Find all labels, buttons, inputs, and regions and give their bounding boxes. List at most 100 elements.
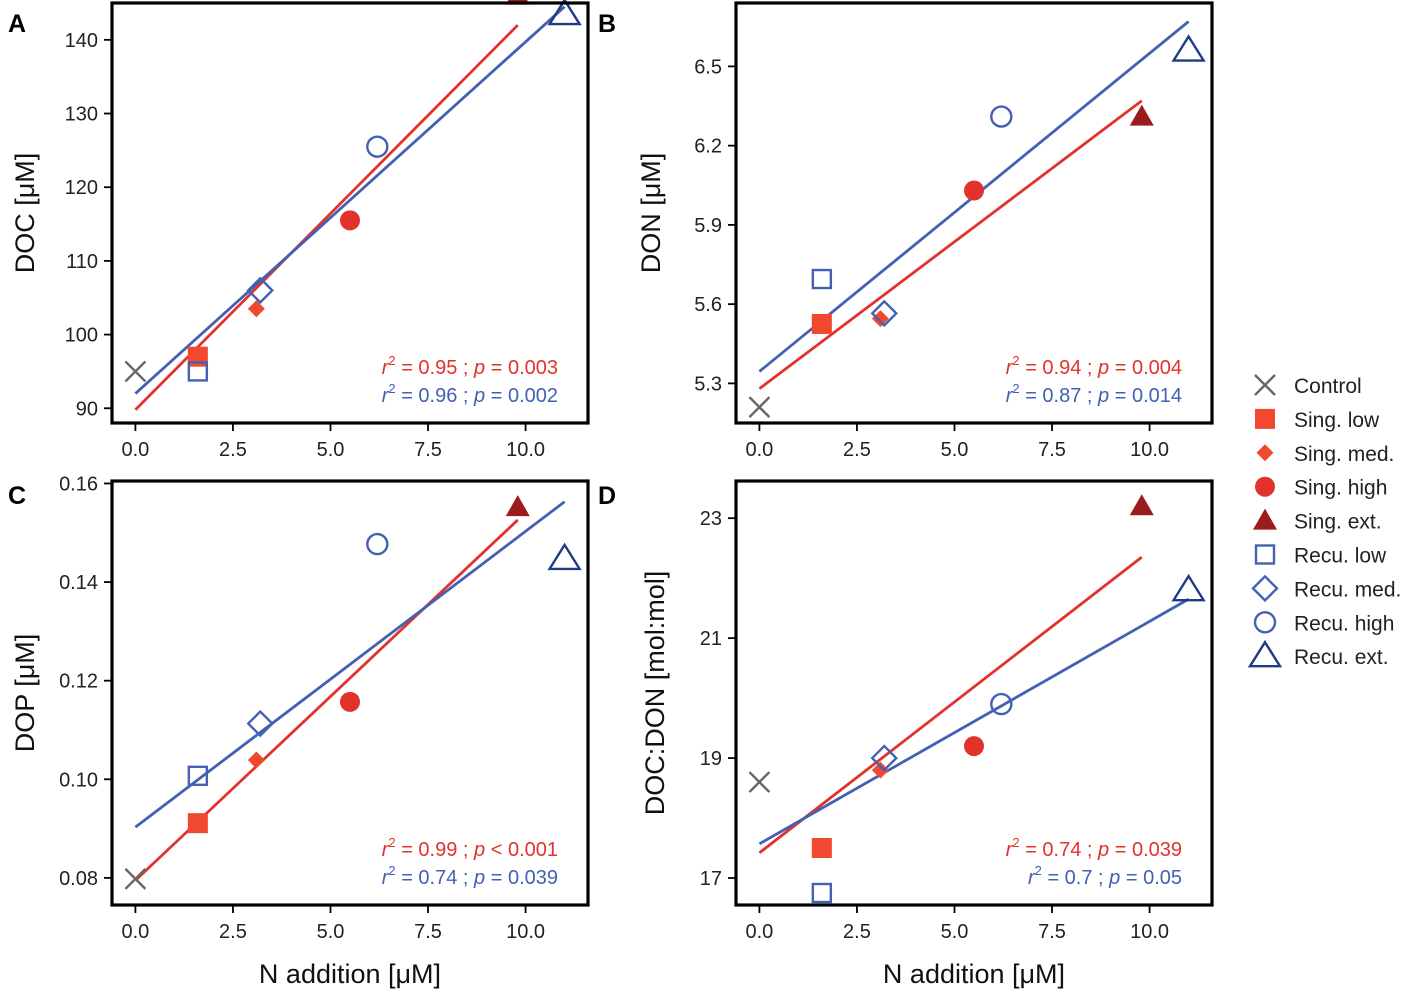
panel-c-point-sing-med: [247, 751, 265, 769]
panel-c-x-tick-label: 10.0: [506, 921, 545, 943]
panel-c-point-recu-ext: [547, 542, 582, 571]
panel-d-point-sing-med: [871, 761, 889, 779]
panel-d-point-recu-high: [990, 692, 1013, 716]
legend-label-control: Control: [1294, 375, 1362, 398]
panel-d-y-tick-label: 17: [700, 868, 722, 890]
panel-c-x-tick-label: 7.5: [414, 921, 442, 943]
panel-a-y-tick-label: 90: [76, 398, 98, 420]
panel-c-letter: C: [8, 482, 26, 510]
panel-c-y-tick-label: 0.16: [59, 473, 98, 495]
panel-c-fit-line-recu: [134, 500, 566, 829]
panel-a-frame: [110, 1, 590, 425]
panel-a-fit-line-sing: [134, 24, 519, 411]
legend-marker-control: [1254, 374, 1276, 396]
legend-marker-recu-ext: [1247, 639, 1283, 668]
legend-marker-sing-low: [1255, 408, 1275, 429]
panel-b-point-recu-high: [990, 105, 1013, 128]
legend-marker-recu-high: [1253, 611, 1277, 634]
panel-d-y-tick-label: 21: [700, 628, 722, 650]
legend-label-recu-med: Recu. med.: [1294, 578, 1401, 601]
panel-b-letter: B: [598, 10, 616, 38]
panel-d-x-tick-label: 2.5: [843, 921, 871, 943]
panel-a-x-tick-label: 0.0: [122, 439, 150, 461]
legend-marker-sing-med: [1256, 444, 1274, 462]
panel-c-point-sing-low: [187, 813, 208, 834]
panel-a-y-tick-label: 110: [66, 251, 98, 273]
panel-a-x-tick-label: 7.5: [414, 439, 442, 461]
panel-d-point-sing-ext: [1129, 494, 1154, 516]
panel-c-x-tick-label: 0.0: [122, 921, 150, 943]
panel-b-point-control: [748, 396, 771, 418]
panel-c-stats-recu: r2 = 0.74 ; p = 0.039: [382, 863, 558, 889]
panel-d-y-tick-label: 19: [700, 748, 722, 770]
legend-label-recu-high: Recu. high: [1294, 612, 1394, 635]
panel-d-fit-line-recu: [758, 597, 1190, 846]
panel-b-x-tick-label: 0.0: [746, 439, 774, 461]
legend-marker-recu-med: [1251, 574, 1279, 603]
panel-b-y-axis-label: DON [μM]: [636, 153, 666, 274]
panel-d-point-sing-low: [811, 838, 832, 859]
panel-a-point-control: [124, 360, 147, 383]
panel-b-point-sing-high: [964, 180, 984, 201]
panel-c-stats-sing: r2 = 0.99 ; p < 0.001: [382, 835, 558, 861]
panel-b-point-recu-low: [811, 268, 833, 290]
panel-a-y-axis-label: DOC [μM]: [10, 153, 40, 274]
panel-d-x-axis-label: N addition [μM]: [883, 959, 1065, 989]
legend-item-control: Control: [1254, 374, 1362, 398]
panel-d-frame: [734, 479, 1214, 907]
legend-item-sing-low: Sing. low: [1255, 408, 1380, 432]
legend-marker-sing-high: [1255, 476, 1275, 497]
legend-label-sing-ext: Sing. ext.: [1294, 511, 1382, 534]
panel-c-y-tick-label: 0.10: [59, 769, 98, 791]
legend-marker-recu-low: [1254, 544, 1276, 565]
panel-b-point-recu-ext: [1171, 34, 1206, 62]
panel-a-point-sing-high: [340, 210, 360, 231]
legend-item-sing-ext: Sing. ext.: [1253, 508, 1382, 534]
panel-d-x-tick-label: 5.0: [941, 921, 969, 943]
panel-c-frame: [110, 479, 590, 907]
panel-b-y-tick-label: 5.3: [694, 373, 722, 395]
panel-b-x-tick-label: 5.0: [941, 439, 969, 461]
panel-a-x-tick-label: 10.0: [506, 439, 545, 461]
panel-d-fit-line-sing: [758, 556, 1143, 854]
panel-b-point-sing-low: [811, 313, 832, 334]
panel-c-x-axis-label: N addition [μM]: [259, 959, 441, 989]
panel-c-y-axis-label: DOP [μM]: [10, 634, 40, 753]
legend-item-recu-med: Recu. med.: [1251, 574, 1401, 603]
panel-c-point-recu-low: [187, 765, 209, 787]
panel-c-y-tick-label: 0.08: [59, 868, 98, 890]
panel-b-stats-recu: r2 = 0.87 ; p = 0.014: [1006, 381, 1182, 407]
panel-c-y-tick-label: 0.12: [59, 671, 98, 693]
panel-a-y-tick-label: 130: [65, 104, 98, 126]
panel-b-x-tick-label: 7.5: [1038, 439, 1066, 461]
panel-a-y-tick-label: 140: [65, 30, 98, 52]
legend-item-sing-high: Sing. high: [1255, 476, 1387, 500]
panel-a-stats-recu: r2 = 0.96 ; p = 0.002: [382, 381, 558, 407]
panel-b-point-recu-med: [870, 299, 898, 328]
legend-item-sing-med: Sing. med.: [1256, 443, 1394, 466]
panel-a-stats-sing: r2 = 0.95 ; p = 0.003: [382, 353, 558, 379]
panel-a-letter: A: [8, 10, 26, 38]
panel-b-fit-line-sing: [758, 99, 1143, 390]
panel-d-point-recu-low: [811, 882, 833, 904]
panel-b-y-tick-label: 5.6: [694, 294, 722, 316]
panel-a-point-recu-ext: [547, 0, 582, 26]
panel-c-point-control: [124, 868, 147, 890]
legend-item-recu-ext: Recu. ext.: [1247, 639, 1389, 669]
panel-c-y-tick-label: 0.14: [59, 572, 98, 594]
panel-c-point-recu-high: [366, 532, 389, 556]
legend-label-sing-high: Sing. high: [1294, 477, 1387, 500]
panel-c-point-recu-med: [246, 709, 274, 738]
panel-a-point-recu-low: [187, 361, 209, 382]
panel-b-y-tick-label: 6.2: [694, 136, 722, 158]
panel-b-point-sing-ext: [1129, 104, 1154, 126]
legend: Control Sing. low Sing. med. Sing. high Sing…: [1247, 374, 1401, 669]
panel-d-stats-sing: r2 = 0.74 ; p = 0.039: [1006, 835, 1182, 861]
panel-a-point-sing-med: [247, 300, 265, 318]
panel-a-point-sing-low: [187, 346, 208, 367]
panel-d-stats-recu: r2 = 0.7 ; p = 0.05: [1028, 863, 1182, 889]
panel-b-y-tick-label: 6.5: [694, 56, 722, 78]
legend-label-recu-low: Recu. low: [1294, 545, 1387, 568]
legend-label-sing-med: Sing. med.: [1294, 443, 1394, 466]
